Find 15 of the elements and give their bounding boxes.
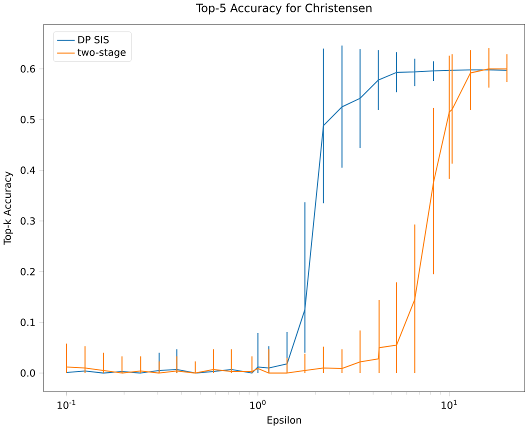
y-tick-label: 0.6 — [20, 65, 36, 73]
x-tick-label: 10$^{0}$ — [250, 400, 266, 410]
x-axis-title: Epsilon — [268, 416, 302, 426]
y-tick-label: 0.4 — [20, 166, 36, 174]
y-axis-title: Top-k Accuracy — [3, 171, 13, 245]
legend-label: two-stage — [78, 48, 126, 58]
chart-title: Top-5 Accuracy for Christensen — [196, 3, 372, 14]
y-tick-label: 0.0 — [20, 369, 35, 377]
x-tick-label: 10$^{1}$ — [442, 400, 457, 409]
y-tick-label: 0.2 — [20, 268, 35, 276]
y-tick-label: 0.3 — [20, 217, 35, 225]
y-tick-label: 0.5 — [20, 116, 35, 124]
y-tick-label: 0.1 — [20, 318, 35, 326]
x-tick-label: 10$^{-1}$ — [58, 400, 76, 409]
legend-label: DP SIS — [78, 36, 109, 44]
